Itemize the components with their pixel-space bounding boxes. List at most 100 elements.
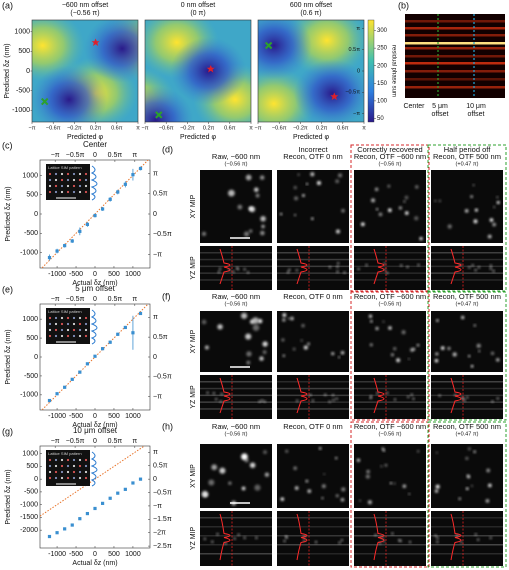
yz-profile [373, 377, 385, 414]
spot [473, 219, 478, 224]
strip-line [405, 42, 505, 45]
y-tick-label: -2000 [20, 527, 38, 534]
inset-image [46, 308, 90, 344]
spot [280, 497, 285, 501]
spot [440, 346, 445, 350]
spot [447, 346, 451, 350]
x-tick-label: 500 [108, 551, 120, 558]
column-note: (−0.56 π) [225, 431, 248, 437]
column-heading: Correctly recovered [357, 145, 422, 154]
yz-image [277, 511, 349, 566]
spot [378, 212, 383, 217]
inset-profile [90, 309, 98, 345]
spot [301, 323, 305, 328]
y2-tick-label: −1.5π [153, 516, 172, 523]
yz-streak [277, 279, 349, 281]
colorbar-tick-label: 200 [377, 63, 388, 69]
x-tick-label: -1000 [48, 413, 66, 420]
inset-spot [48, 334, 52, 338]
map-subtitle: (−0.56 π) [70, 10, 99, 17]
x-tick-label: 1000 [125, 551, 141, 558]
spot [496, 200, 500, 204]
yz-streak [431, 401, 503, 403]
inset-spot [84, 322, 88, 326]
yz-spot [219, 400, 222, 403]
spot [468, 355, 471, 358]
data-point [78, 517, 82, 521]
xy-image [354, 444, 426, 508]
strip-line [405, 20, 505, 23]
inset-spot [84, 328, 88, 332]
spot [473, 450, 476, 454]
inset-spot [60, 464, 64, 468]
yz-spot [220, 392, 223, 396]
x-tick-label: −π [141, 125, 148, 131]
column-title: Recon, OTF −600 nm [354, 152, 426, 161]
yz-profile [296, 377, 308, 414]
spot [310, 172, 315, 177]
yz-spot [224, 542, 227, 545]
column-heading: Incorrect [298, 145, 328, 154]
inset-spot [48, 178, 52, 182]
x-tick-label: −0.2π [67, 125, 82, 131]
y-axis-label: Predicted δz (nm) [5, 329, 12, 384]
inset-label: Lattice SIM pattern [48, 165, 82, 170]
x2-tick-label: −0.5π [66, 152, 85, 159]
yz-streak [354, 265, 426, 268]
yz-streak [200, 401, 272, 403]
spot [305, 479, 309, 483]
spot [382, 449, 386, 452]
data-point [131, 331, 135, 335]
spot [241, 486, 246, 491]
map-title: 0 nm offset [181, 2, 216, 9]
strip-label: Center [403, 103, 425, 110]
strip-line [405, 62, 505, 65]
inset-spot [48, 458, 52, 462]
column-frame [350, 291, 430, 421]
data-point [123, 325, 127, 330]
x-tick-label: −0.6π [46, 125, 61, 131]
spot [201, 231, 207, 236]
spot [496, 358, 500, 362]
x-tick-label: -1000 [48, 271, 66, 278]
inset-spot [84, 184, 88, 188]
spot [389, 482, 393, 485]
yz-profile [219, 377, 231, 414]
spot [306, 182, 309, 185]
data-point [70, 377, 74, 381]
yz-spot [235, 266, 239, 270]
x-tick-label: 0 [93, 551, 97, 558]
reference-line [41, 304, 149, 410]
row-label: XY MIP [190, 194, 197, 218]
x-tick-label: -500 [69, 271, 83, 278]
y-tick-label: 500 [18, 48, 30, 55]
yz-streak [431, 544, 503, 546]
yz-image [200, 511, 272, 566]
yz-streak [277, 553, 349, 555]
spot [486, 468, 491, 473]
data-point [85, 222, 90, 227]
yz-streak [354, 553, 426, 555]
yz-spot [455, 534, 459, 537]
inset-spot [54, 470, 58, 474]
spot [366, 469, 370, 474]
yz-streak [277, 544, 349, 546]
x-tick-label: -1000 [48, 551, 66, 558]
yz-image [431, 511, 503, 566]
yz-spot [408, 540, 412, 544]
x-tick-label: -500 [69, 551, 83, 558]
data-point [108, 197, 112, 201]
x-tick-label: −π [254, 125, 261, 131]
y-axis-label: Predicted δz (nm) [4, 43, 11, 98]
yz-profile [373, 248, 385, 285]
inset-spot [72, 476, 76, 480]
spot [281, 338, 285, 342]
column-title: Recon, OTF −600 nm [354, 422, 426, 431]
inset-spot [72, 458, 76, 462]
column-title: Raw, −600 nm [212, 292, 260, 301]
yz-spot [311, 399, 315, 402]
spot [487, 234, 492, 239]
spot [219, 467, 226, 474]
yz-streak [200, 408, 272, 410]
